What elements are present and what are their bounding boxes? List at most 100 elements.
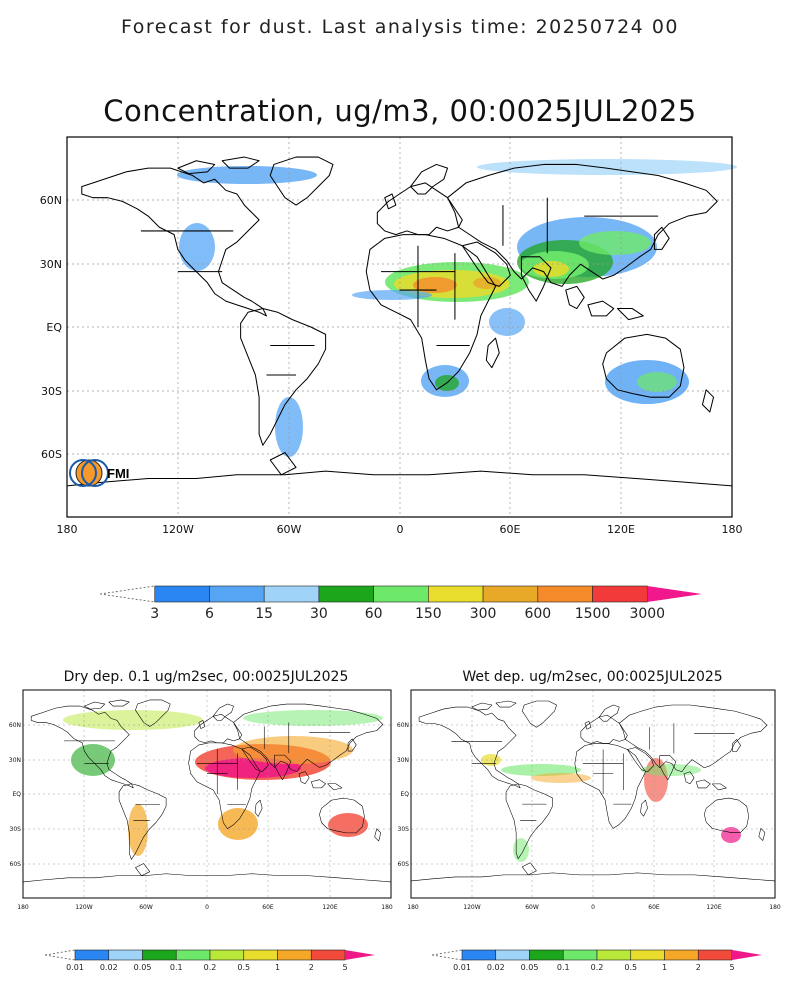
wet-dep-colorbar-swatch [461,949,497,961]
lon-label: 0 [591,904,595,911]
dry-dep-colorbar-swatch [74,949,110,961]
dry-lat-labels: 60N 30N EQ 30S 60S [9,722,21,868]
wet-dep-colorbar-tick-label: 0.1 [557,963,570,972]
lat-label: 30S [41,385,62,398]
dry-dep-colorbar-tick-label: 0.1 [170,963,183,972]
dry-dep-colorbar-swatch [277,949,312,961]
dry-dep-colorbar-tick-label: 2 [309,963,314,972]
wet-dep-map [410,689,776,899]
concentration-colorbar-under-arrow [99,585,155,603]
concentration-colorbar-tick-label: 150 [415,606,442,622]
concentration-colorbar-swatch [318,585,374,603]
concentration-colorbar-swatch [263,585,320,603]
concentration-colorbar-swatch [209,585,265,603]
dry-dep-colorbar-swatch [310,949,346,961]
concentration-map-title: Concentration, ug/m3, 00:0025JUL2025 [103,94,697,128]
concentration-colorbar-tick-label: 3000 [629,606,665,622]
deposition-colorbars: 0.01 0.02 0.05 0.1 0.2 0.5 1 2 5 0.01 0.02 0.05 0.1… [44,949,762,972]
dry-dep-colorbar-swatch [209,949,245,961]
wet-lon-labels: 180 120W 60W 0 60E 120E 180 [407,904,781,911]
lat-label: 60N [397,722,409,729]
wet-dep-colorbar-swatch [495,949,530,961]
dry-dep-title: Dry dep. 0.1 ug/m2sec, 00:0025JUL2025 [63,669,349,685]
dry-dep-colorbar-over-arrow [345,950,375,960]
wet-dep-colorbar-swatch [596,949,632,961]
wet-dep-colorbar-over-arrow [732,950,762,960]
lat-label: 60S [398,861,410,868]
concentration-colorbar-tick-label: 3 [150,606,159,622]
concentration-field [177,159,737,457]
lat-label: 60N [40,194,62,207]
wet-dep-colorbar-tick-label: 0.02 [487,963,505,972]
concentration-colorbar-tick-label: 15 [255,606,273,622]
dry-dep-colorbar-swatch [243,949,278,961]
dry-dep-map [22,689,392,899]
lon-label: 120E [706,904,721,911]
lon-label: 120E [607,523,635,536]
concentration-colorbar-swatch [154,585,210,603]
lon-label: 180 [407,904,419,911]
wet-dep-colorbar-tick-label: 1 [662,963,667,972]
concentration-colorbar-tick-label: 600 [524,606,551,622]
lon-label: 0 [205,904,209,911]
lon-label: 60W [525,904,539,911]
wet-dep-colorbar-swatch [529,949,564,961]
wet-dep-colorbar-tick-label: 0.01 [453,963,471,972]
dry-dep-colorbar-under-arrow [44,949,76,961]
concentration-gridlines [67,137,732,517]
concentration-colorbar-swatch [428,585,484,603]
dry-dep-colorbar: 0.01 0.02 0.05 0.1 0.2 0.5 1 2 5 [44,949,375,972]
wet-dep-colorbar-tick-label: 2 [696,963,701,972]
lon-label: 60E [500,523,521,536]
dry-dep-colorbar-tick-label: 0.05 [134,963,152,972]
wet-dep-colorbar-tick-label: 0.05 [521,963,539,972]
lon-label: 60E [648,904,660,911]
concentration-colorbar-tick-label: 1500 [575,606,611,622]
lat-label: 60N [9,722,21,729]
lon-label: 180 [381,904,393,911]
dry-dep-colorbar-tick-label: 0.02 [100,963,118,972]
fmi-logo-text: FMI [107,466,129,481]
concentration-colorbar-swatch [373,585,429,603]
concentration-lat-labels: 60N 30N EQ 30S 60S [40,194,63,461]
lon-label: 120W [162,523,194,536]
lon-label: 0 [397,523,404,536]
concentration-lon-labels: 180 120W 60W 0 60E 120E 180 [57,523,743,536]
wet-dep-colorbar-swatch [697,949,733,961]
dry-dep-colorbar-tick-label: 0.2 [204,963,217,972]
lon-label: 180 [722,523,743,536]
wet-dep-colorbar-tick-label: 5 [729,963,734,972]
concentration-colorbar: 3 6 15 30 60 150 300 600 1500 3000 [99,585,702,622]
dry-dep-colorbar-swatch [175,949,211,961]
lon-label: 60E [262,904,274,911]
concentration-colorbar-over-arrow [647,586,702,602]
wet-dep-colorbar-swatch [630,949,665,961]
lat-label: 30N [397,757,409,764]
lon-label: 180 [57,523,78,536]
dry-dep-colorbar-tick-label: 0.01 [66,963,84,972]
lat-label: 30N [9,757,21,764]
lon-label: 60W [139,904,153,911]
lat-label: EQ [12,791,21,798]
deposition-maps: 60N 30N EQ 30S 60S 60N 30N EQ 30S 60S 18… [9,689,781,911]
fmi-logo: FMI [69,459,129,487]
lat-label: 30S [398,826,410,833]
wet-dep-field [481,754,741,862]
lon-label: 180 [769,904,781,911]
forecast-header: Forecast for dust. Last analysis time: 2… [120,16,679,38]
wet-dep-colorbar-under-arrow [431,949,463,961]
concentration-map-frame: FMI [66,136,737,518]
concentration-colorbar-tick-label: 60 [365,606,383,622]
lat-label: 30N [40,258,62,271]
dry-dep-colorbar-swatch [108,949,143,961]
dry-dep-field [63,710,383,856]
dry-dep-colorbar-swatch [142,949,177,961]
dry-dep-colorbar-tick-label: 1 [275,963,280,972]
lat-label: EQ [46,321,62,334]
wet-dep-colorbar: 0.01 0.02 0.05 0.1 0.2 0.5 1 2 5 [431,949,762,972]
wet-dep-colorbar-swatch [664,949,699,961]
lon-label: 60W [277,523,302,536]
concentration-colorbar-swatch [482,585,539,603]
dry-dep-colorbar-tick-label: 5 [342,963,347,972]
wet-dep-title: Wet dep. ug/m2sec, 00:0025JUL2025 [462,669,723,685]
